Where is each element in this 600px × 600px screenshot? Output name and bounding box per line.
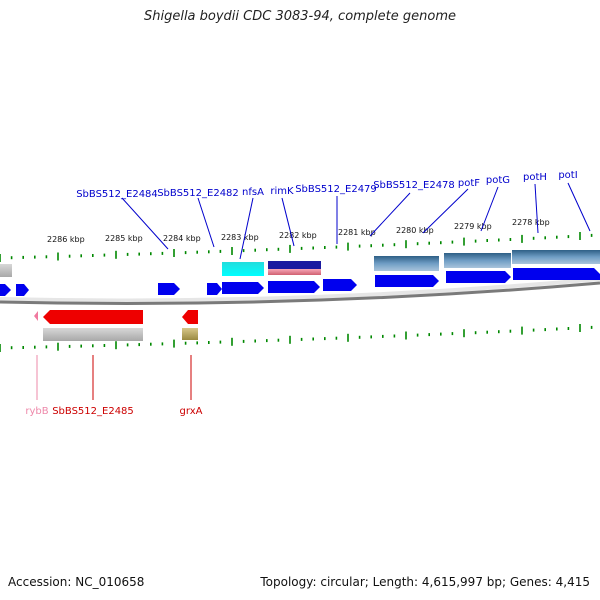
feature-block-pink bbox=[268, 269, 321, 275]
gene-label[interactable]: nfsA bbox=[242, 187, 264, 198]
gene-arrow-forward bbox=[513, 268, 600, 280]
gene-label[interactable]: SbBS512_E2485 bbox=[52, 406, 134, 417]
scale-label: 2279 kbp bbox=[454, 222, 492, 231]
gene-label[interactable]: SbBS512_E2482 bbox=[157, 188, 239, 199]
feature-block-cyan bbox=[222, 262, 264, 276]
gene-label[interactable]: rimK bbox=[270, 186, 294, 197]
feature-block-steel bbox=[374, 256, 439, 271]
gene-arrow-forward bbox=[323, 279, 357, 291]
label-leader bbox=[197, 197, 215, 248]
scale-label: 2280 kbp bbox=[396, 226, 434, 235]
gene-arrow-forward bbox=[207, 283, 222, 295]
feature-block-grey bbox=[0, 264, 12, 277]
gene-label[interactable]: grxA bbox=[180, 406, 203, 417]
label-leader bbox=[369, 192, 411, 237]
genome-title: Shigella boydii CDC 3083-94, complete ge… bbox=[143, 9, 457, 24]
scale-ticks-top bbox=[0, 232, 593, 262]
label-leader bbox=[281, 197, 295, 247]
scale-label: 2281 kbp bbox=[338, 228, 376, 237]
gene-arrow-forward bbox=[222, 282, 264, 294]
scale-label: 2286 kbp bbox=[47, 235, 85, 244]
gene-arrow-reverse-rna bbox=[34, 311, 38, 321]
gene-arrow-reverse bbox=[43, 310, 143, 324]
label-leader bbox=[534, 183, 539, 234]
genome-backbone bbox=[0, 277, 600, 303]
gene-arrow-forward bbox=[375, 275, 439, 287]
feature-block-grey bbox=[43, 328, 143, 341]
scale-label: 2283 kbp bbox=[221, 233, 259, 242]
gene-arrow-forward bbox=[0, 284, 11, 296]
label-leader bbox=[121, 197, 169, 250]
gene-arrow-forward bbox=[158, 283, 180, 295]
label-leader bbox=[239, 197, 254, 260]
topology-text: Topology: circular; Length: 4,615,997 bp… bbox=[260, 575, 590, 589]
label-leader bbox=[480, 186, 499, 232]
accession-text: Accession: NC_010658 bbox=[8, 575, 145, 589]
gene-label[interactable]: rybB bbox=[25, 406, 48, 417]
gene-label[interactable]: potF bbox=[458, 178, 480, 189]
gene-arrow-reverse bbox=[182, 310, 198, 324]
gene-label[interactable]: potH bbox=[523, 172, 547, 183]
genome-backbone-shadow bbox=[0, 281, 600, 305]
scale-label: 2278 kbp bbox=[512, 218, 550, 227]
gene-label[interactable]: SbBS512_E2484 bbox=[76, 189, 158, 200]
feature-block-navy bbox=[268, 261, 321, 270]
label-leader bbox=[422, 188, 469, 234]
scale-label: 2284 kbp bbox=[163, 234, 201, 243]
scale-ticks-bottom bbox=[0, 324, 593, 352]
gene-arrow-forward bbox=[268, 281, 320, 293]
gene-label[interactable]: potG bbox=[486, 175, 510, 186]
label-leader bbox=[567, 182, 591, 232]
gene-label[interactable]: potI bbox=[558, 170, 577, 181]
feature-block-olive bbox=[182, 328, 198, 340]
gene-arrow-forward bbox=[16, 284, 29, 296]
gene-label[interactable]: SbBS512_E2479 bbox=[295, 184, 377, 195]
gene-label[interactable]: SbBS512_E2478 bbox=[373, 180, 455, 191]
gene-arrow-forward bbox=[446, 271, 511, 283]
feature-block-steel bbox=[444, 253, 511, 268]
scale-label: 2285 kbp bbox=[105, 234, 143, 243]
feature-block-steel bbox=[512, 250, 600, 264]
scale-label: 2282 kbp bbox=[279, 231, 317, 240]
